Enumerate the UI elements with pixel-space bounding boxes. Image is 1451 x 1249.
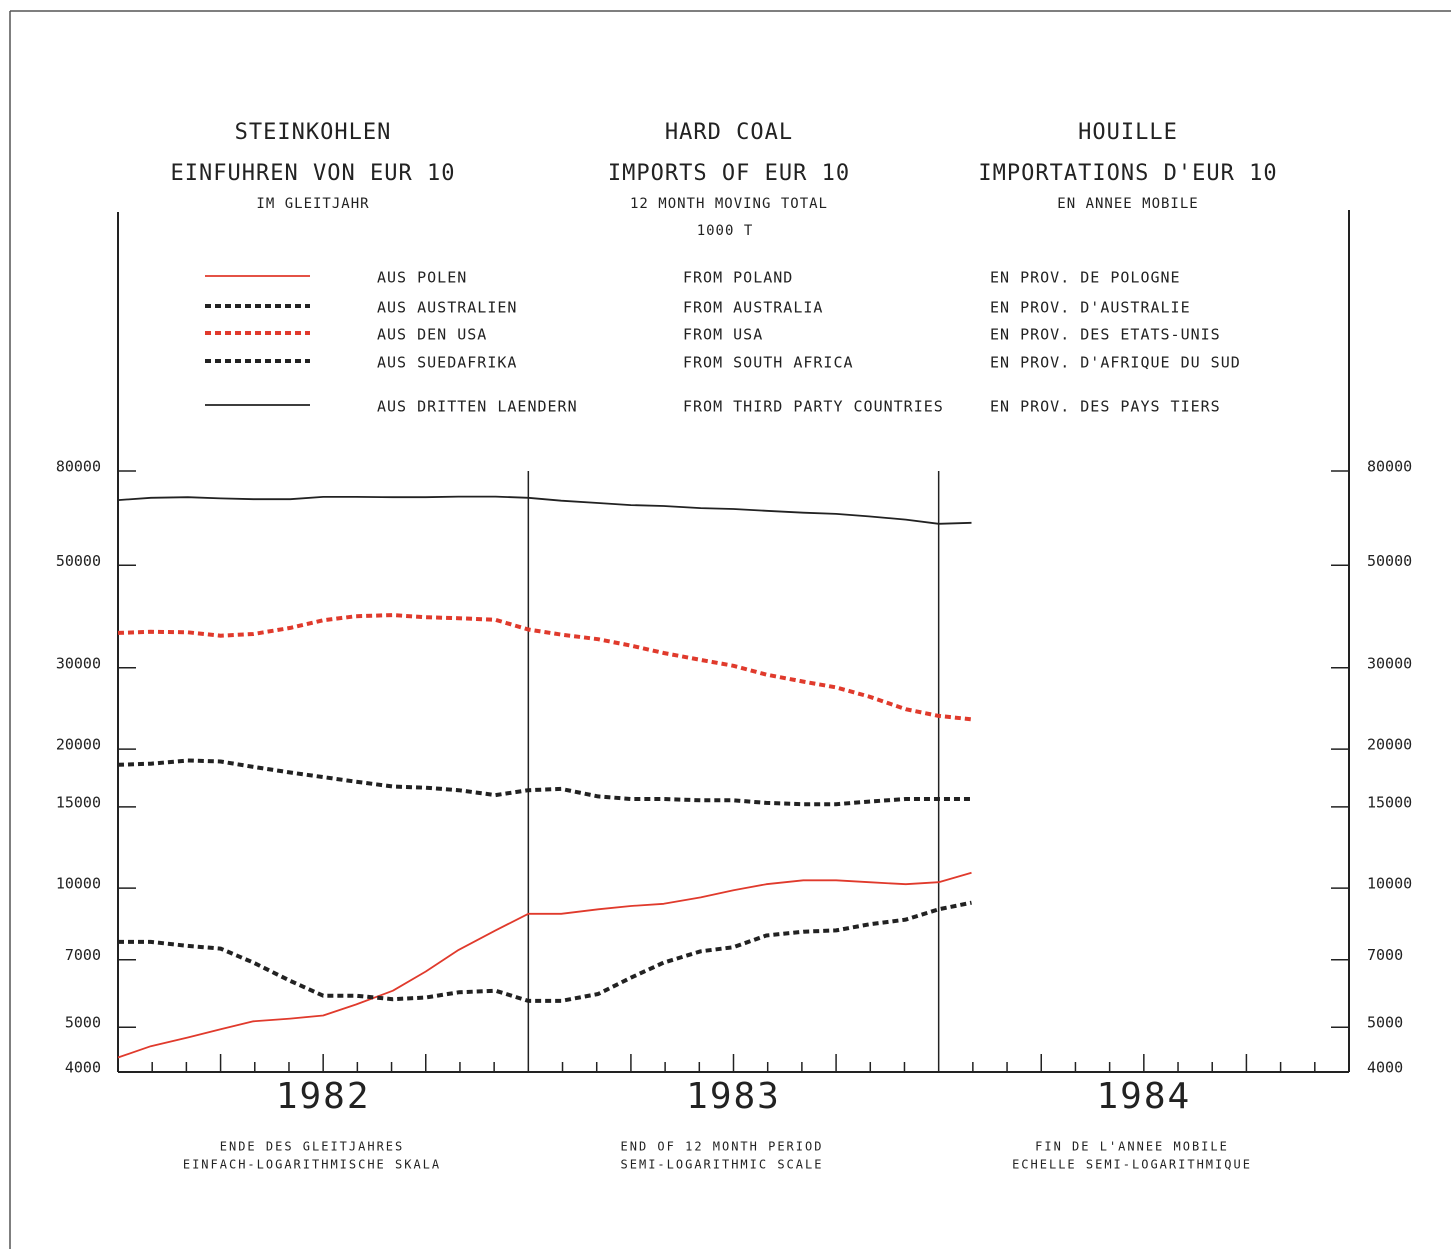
x-axis-label: ECHELLE SEMI-LOGARITHMIQUE <box>1012 1158 1252 1172</box>
legend-label: FROM THIRD PARTY COUNTRIES <box>683 398 944 416</box>
y-tick-label: 20000 <box>1367 736 1412 754</box>
y-tick-label: 15000 <box>56 793 101 811</box>
y-tick-label: 80000 <box>1367 458 1412 476</box>
title: HOUILLE <box>1078 120 1178 145</box>
title: HARD COAL <box>665 120 793 145</box>
y-tick-label: 4000 <box>1367 1059 1403 1077</box>
subtitle: EINFUHREN VON EUR 10 <box>171 161 456 186</box>
y-tick-label: 15000 <box>1367 793 1412 811</box>
y-tick-label: 50000 <box>56 552 101 570</box>
legend-label: EN PROV. DES ETATS-UNIS <box>990 326 1221 344</box>
legend-label: FROM SOUTH AFRICA <box>683 354 854 372</box>
y-tick-label: 10000 <box>56 875 101 893</box>
x-axis-label: END OF 12 MONTH PERIOD <box>621 1140 824 1154</box>
y-tick-label: 50000 <box>1367 552 1412 570</box>
subtitle: IMPORTS OF EUR 10 <box>608 161 850 186</box>
legend-label: AUS DEN USA <box>377 326 487 344</box>
x-tick-label: 1983 <box>686 1076 781 1117</box>
legend-label: EN PROV. D'AUSTRALIE <box>990 299 1191 317</box>
series-line <box>118 900 972 1003</box>
legend-label: AUS AUSTRALIEN <box>377 299 517 317</box>
note: EN ANNEE MOBILE <box>1057 196 1198 212</box>
series-line <box>117 871 972 1059</box>
note: IM GLEITJAHR <box>256 196 369 212</box>
x-tick-label: 1984 <box>1096 1076 1191 1117</box>
unit: 1000 T <box>697 223 754 239</box>
y-tick-label: 20000 <box>56 736 101 754</box>
legend-label: FROM POLAND <box>683 269 793 287</box>
y-tick-label: 7000 <box>65 946 101 964</box>
x-axis-label: ENDE DES GLEITJAHRES <box>220 1140 405 1154</box>
legend-label: FROM AUSTRALIA <box>683 299 823 317</box>
title: STEINKOHLEN <box>235 120 392 145</box>
x-tick-label: 1982 <box>276 1076 371 1117</box>
legend-label: FROM USA <box>683 326 763 344</box>
legend-label: EN PROV. DE POLOGNE <box>990 269 1181 287</box>
x-axis-label: SEMI-LOGARITHMIC SCALE <box>621 1158 824 1172</box>
legend-label: AUS SUEDAFRIKA <box>377 354 517 372</box>
subtitle: IMPORTATIONS D'EUR 10 <box>978 161 1277 186</box>
note: 12 MONTH MOVING TOTAL <box>630 196 828 212</box>
y-tick-label: 5000 <box>65 1014 101 1032</box>
x-axis-label: EINFACH-LOGARITHMISCHE SKALA <box>183 1158 441 1172</box>
y-tick-label: 30000 <box>56 654 101 672</box>
y-tick-label: 30000 <box>1367 654 1412 672</box>
y-tick-label: 5000 <box>1367 1014 1403 1032</box>
y-tick-label: 7000 <box>1367 946 1403 964</box>
y-tick-label: 4000 <box>65 1059 101 1077</box>
x-axis-label: FIN DE L'ANNEE MOBILE <box>1035 1140 1229 1154</box>
y-tick-label: 10000 <box>1367 875 1412 893</box>
series-line <box>117 495 972 525</box>
legend-label: EN PROV. DES PAYS TIERS <box>990 398 1221 416</box>
series-line <box>117 613 972 722</box>
series-line <box>117 758 972 807</box>
y-tick-label: 80000 <box>56 458 101 476</box>
legend-label: AUS DRITTEN LAENDERN <box>377 398 578 416</box>
legend-label: EN PROV. D'AFRIQUE DU SUD <box>990 354 1241 372</box>
legend-label: AUS POLEN <box>377 269 467 287</box>
